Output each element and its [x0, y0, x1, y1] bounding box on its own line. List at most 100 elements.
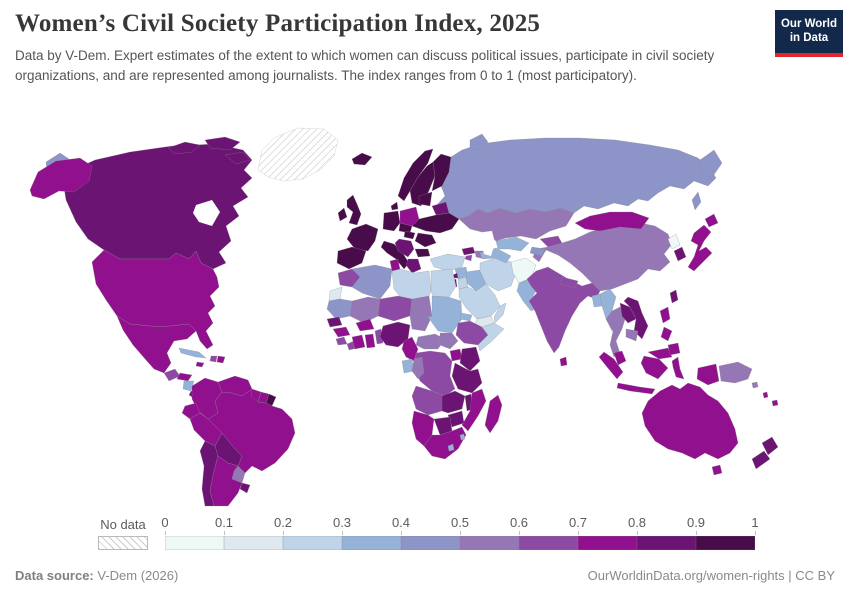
country-greenland[interactable]: [257, 127, 339, 182]
country-sri-lanka[interactable]: [559, 356, 568, 367]
country-congo[interactable]: [411, 356, 425, 380]
legend-swatch-0.8-0.9[interactable]: [636, 531, 696, 550]
country-indonesia-sumatra[interactable]: [598, 351, 624, 380]
country-algeria[interactable]: [351, 264, 393, 300]
legend-swatch-0.6-0.7[interactable]: [518, 531, 578, 550]
country-australia-tasmania[interactable]: [711, 464, 723, 476]
country-canada-arctic-3[interactable]: [224, 151, 251, 165]
country-ghana[interactable]: [364, 333, 376, 349]
country-vanuatu[interactable]: [762, 391, 769, 399]
country-malaysia-borneo[interactable]: [647, 347, 673, 360]
country-burkina-faso[interactable]: [355, 318, 375, 332]
country-cuba[interactable]: [178, 347, 207, 359]
country-indonesia-java[interactable]: [616, 382, 656, 395]
country-indonesia-kalimantan[interactable]: [640, 355, 669, 380]
legend-swatch-0.2-0.3[interactable]: [282, 531, 342, 550]
country-russia-sakhalin[interactable]: [691, 191, 702, 211]
country-south-korea[interactable]: [673, 246, 687, 262]
country-solomon-islands[interactable]: [751, 381, 759, 389]
country-south-sudan[interactable]: [439, 332, 459, 350]
country-ireland[interactable]: [337, 207, 348, 222]
country-russia-novaya-zemlya[interactable]: [469, 133, 489, 151]
country-south-africa[interactable]: [423, 426, 467, 460]
country-russia[interactable]: [434, 137, 717, 220]
country-fiji[interactable]: [771, 399, 779, 407]
country-haiti[interactable]: [209, 355, 218, 363]
country-iceland[interactable]: [351, 152, 373, 166]
country-guinea[interactable]: [332, 326, 351, 338]
country-kenya[interactable]: [459, 346, 481, 372]
country-eritrea[interactable]: [459, 312, 473, 322]
country-armenia[interactable]: [464, 254, 473, 262]
country-baltics[interactable]: [418, 191, 433, 207]
country-australia[interactable]: [641, 382, 739, 460]
country-romania[interactable]: [414, 232, 437, 248]
country-malaysia[interactable]: [613, 350, 627, 366]
country-canada[interactable]: [61, 143, 253, 270]
country-norway[interactable]: [397, 148, 434, 202]
country-uruguay[interactable]: [239, 482, 251, 494]
country-balkans[interactable]: [394, 238, 415, 258]
country-greece[interactable]: [405, 258, 422, 274]
country-poland[interactable]: [399, 206, 420, 227]
country-indonesia-sulawesi[interactable]: [671, 356, 685, 380]
country-nigeria[interactable]: [379, 321, 411, 348]
legend-swatch-0.3-0.4[interactable]: [341, 531, 401, 550]
footer-license-link[interactable]: CC BY: [795, 568, 835, 583]
country-lesotho[interactable]: [447, 443, 455, 452]
country-jamaica[interactable]: [195, 361, 205, 368]
country-philippines-mindanao[interactable]: [667, 342, 681, 356]
country-cambodia[interactable]: [625, 328, 639, 342]
country-mauritania[interactable]: [326, 298, 353, 320]
country-united-kingdom[interactable]: [346, 194, 362, 226]
country-belarus[interactable]: [431, 201, 450, 216]
country-canada-arctic-2[interactable]: [204, 136, 241, 151]
country-north-korea[interactable]: [667, 233, 681, 250]
country-mali[interactable]: [349, 296, 381, 324]
country-new-zealand-north[interactable]: [761, 436, 779, 456]
country-mozambique[interactable]: [461, 388, 487, 432]
country-ivory-coast[interactable]: [351, 334, 366, 350]
country-angola[interactable]: [411, 385, 446, 416]
legend-swatch-0.5-0.6[interactable]: [459, 531, 519, 550]
country-dominican-republic[interactable]: [216, 355, 226, 364]
country-eswatini[interactable]: [459, 433, 466, 441]
country-finland[interactable]: [431, 153, 452, 192]
legend-no-data-swatch[interactable]: [98, 536, 148, 550]
country-sudan[interactable]: [427, 295, 463, 334]
country-tunisia[interactable]: [389, 258, 401, 272]
country-french-guiana[interactable]: [265, 393, 277, 407]
country-papua-new-guinea[interactable]: [718, 361, 753, 384]
country-japan[interactable]: [687, 224, 713, 272]
country-sierra-leone[interactable]: [335, 336, 348, 346]
country-uzbekistan[interactable]: [495, 236, 530, 252]
country-bulgaria[interactable]: [414, 248, 431, 258]
country-morocco[interactable]: [337, 268, 361, 288]
country-egypt[interactable]: [430, 268, 457, 300]
country-turkey[interactable]: [429, 253, 466, 272]
country-indonesia-papua[interactable]: [696, 363, 720, 386]
country-ukraine[interactable]: [411, 212, 460, 234]
legend-swatch-0.7-0.8[interactable]: [577, 531, 637, 550]
legend-swatch-0-0.1[interactable]: [164, 531, 224, 550]
country-georgia[interactable]: [461, 246, 476, 256]
country-central-african-republic[interactable]: [415, 333, 446, 350]
country-spain[interactable]: [336, 246, 367, 270]
country-new-zealand-south[interactable]: [751, 450, 771, 470]
country-oman[interactable]: [493, 302, 507, 324]
country-russia-kamchatka[interactable]: [699, 149, 723, 180]
country-niger[interactable]: [377, 295, 413, 322]
country-hungary[interactable]: [403, 230, 416, 240]
country-senegal[interactable]: [326, 316, 343, 328]
country-japan-hokkaido[interactable]: [704, 213, 719, 228]
legend-swatch-0.1-0.2[interactable]: [223, 531, 283, 550]
country-somalia[interactable]: [477, 322, 505, 352]
country-chad[interactable]: [409, 295, 433, 332]
country-mexico[interactable]: [116, 315, 197, 374]
country-canada-arctic-1[interactable]: [167, 141, 201, 155]
country-tajikistan[interactable]: [529, 246, 546, 257]
footer-url-link[interactable]: OurWorldinData.org/women-rights: [587, 568, 785, 583]
country-venezuela[interactable]: [217, 375, 253, 397]
country-philippines-luzon[interactable]: [659, 306, 671, 324]
country-laos[interactable]: [619, 302, 637, 324]
